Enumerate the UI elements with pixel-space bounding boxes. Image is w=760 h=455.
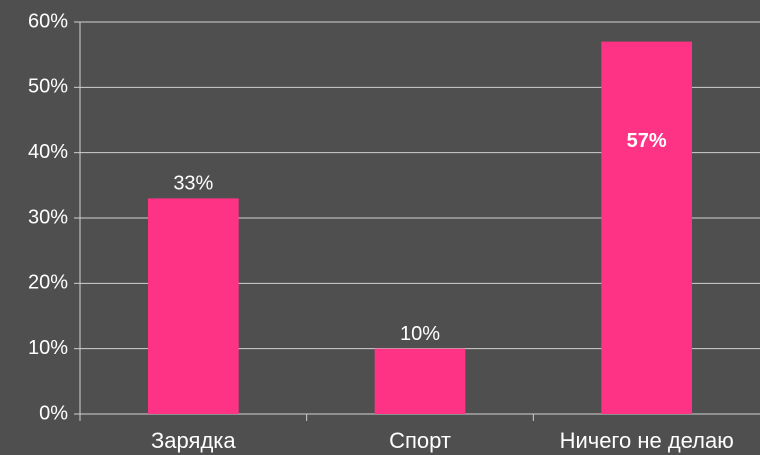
bar (374, 348, 466, 414)
y-tick-label: 0% (39, 402, 68, 424)
y-tick-label: 30% (28, 206, 68, 228)
y-tick-label: 50% (28, 76, 68, 98)
data-label: 10% (400, 323, 440, 345)
y-tick-label: 60% (28, 10, 68, 32)
bar (148, 198, 239, 414)
data-label: 57% (627, 130, 667, 152)
y-tick-label: 10% (28, 337, 68, 359)
y-tick-label: 20% (28, 272, 68, 294)
x-tick-label: Зарядка (151, 428, 236, 453)
data-label: 33% (173, 173, 213, 195)
x-tick-label: Ничего не делаю (560, 428, 734, 453)
x-tick-label: Спорт (389, 428, 451, 453)
bar (601, 41, 692, 414)
y-tick-label: 40% (28, 141, 68, 163)
